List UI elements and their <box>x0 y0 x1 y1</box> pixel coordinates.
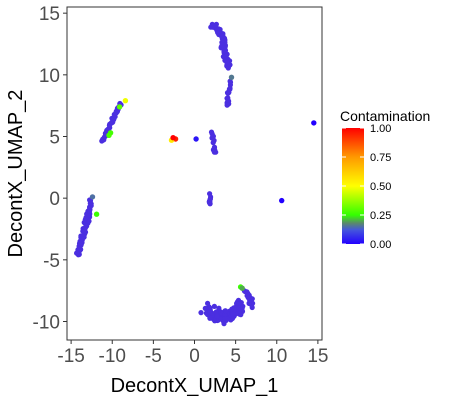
data-point <box>111 116 117 122</box>
data-point <box>81 234 87 240</box>
data-point <box>93 211 100 217</box>
x-tick-label: 10 <box>266 346 287 367</box>
data-point <box>219 33 225 39</box>
x-tick-label: -15 <box>57 346 84 367</box>
data-point <box>223 53 229 59</box>
data-point <box>198 310 204 316</box>
data-point <box>106 122 112 129</box>
data-point <box>208 129 215 135</box>
y-tick-label: -5 <box>43 251 60 272</box>
data-point <box>244 293 250 299</box>
data-point <box>236 301 242 307</box>
data-point <box>211 303 217 309</box>
y-tick-label: -10 <box>33 313 60 334</box>
y-tick-label: 10 <box>39 66 60 87</box>
data-point <box>213 309 219 315</box>
data-point <box>101 134 107 140</box>
data-point <box>222 312 228 318</box>
data-point <box>226 86 232 92</box>
data-point <box>238 306 244 312</box>
x-axis-title: DecontX_UMAP_1 <box>111 375 279 397</box>
data-point <box>242 289 248 295</box>
legend-tick-label: 0.50 <box>370 181 391 193</box>
y-tick-label: 0 <box>49 189 60 210</box>
data-point <box>222 47 229 54</box>
y-tick-label: 15 <box>39 4 60 25</box>
data-point <box>219 42 225 48</box>
data-point <box>239 285 245 291</box>
data-point <box>205 300 211 306</box>
data-point <box>170 135 176 141</box>
data-point <box>74 250 80 256</box>
legend-tick-label: 0.75 <box>370 152 391 164</box>
data-point <box>209 23 215 29</box>
data-point <box>207 314 213 321</box>
y-axis-title: DecontX_UMAP_2 <box>5 90 27 258</box>
y-tick-label: 5 <box>49 128 60 149</box>
data-point <box>246 300 252 306</box>
data-point <box>221 321 227 327</box>
y-axis: -10 -5 0 5 10 15 <box>33 4 67 334</box>
data-point <box>76 246 82 252</box>
data-point <box>222 316 228 322</box>
data-point <box>89 194 96 200</box>
data-point <box>193 136 199 142</box>
data-point <box>211 149 217 155</box>
x-tick-label: 0 <box>189 346 200 367</box>
color-legend: Contamination 0.00 0.25 0.50 0.75 1.00 <box>340 108 430 251</box>
data-point <box>311 120 317 126</box>
legend-tick-label: 0.25 <box>370 210 391 222</box>
data-point <box>207 196 213 202</box>
data-point <box>231 307 237 313</box>
data-point <box>228 74 235 81</box>
data-point <box>86 218 92 224</box>
data-point <box>279 197 285 204</box>
data-point <box>249 296 255 302</box>
data-point <box>224 59 230 65</box>
data-point <box>210 140 216 146</box>
data-point <box>113 110 119 116</box>
data-point <box>106 132 112 138</box>
legend-title: Contamination <box>340 108 430 124</box>
data-point <box>116 104 123 110</box>
legend-ticks: 0.00 0.25 0.50 0.75 1.00 <box>342 123 391 251</box>
x-tick-label: 15 <box>307 346 328 367</box>
data-point <box>78 240 84 246</box>
x-axis: -15 -10 -5 0 5 10 15 <box>57 340 328 367</box>
data-point <box>86 212 92 218</box>
legend-colorbar <box>342 128 364 244</box>
x-tick-label: -10 <box>99 346 126 367</box>
data-point <box>214 313 220 319</box>
x-tick-label: -5 <box>145 346 162 367</box>
data-point <box>211 144 218 150</box>
legend-tick-label: 1.00 <box>370 123 391 135</box>
data-point <box>230 311 236 317</box>
data-point <box>223 308 229 314</box>
data-point <box>224 102 230 108</box>
legend-tick-label: 0.00 <box>370 239 391 251</box>
x-tick-label: 5 <box>230 346 241 367</box>
data-point <box>215 30 221 36</box>
data-point <box>82 225 88 231</box>
data-point <box>122 98 129 104</box>
data-point <box>207 309 213 315</box>
data-point <box>225 97 231 103</box>
plot-panel-border <box>66 6 323 341</box>
scatter-points <box>74 21 317 327</box>
data-point <box>210 133 216 139</box>
data-point <box>87 208 93 214</box>
